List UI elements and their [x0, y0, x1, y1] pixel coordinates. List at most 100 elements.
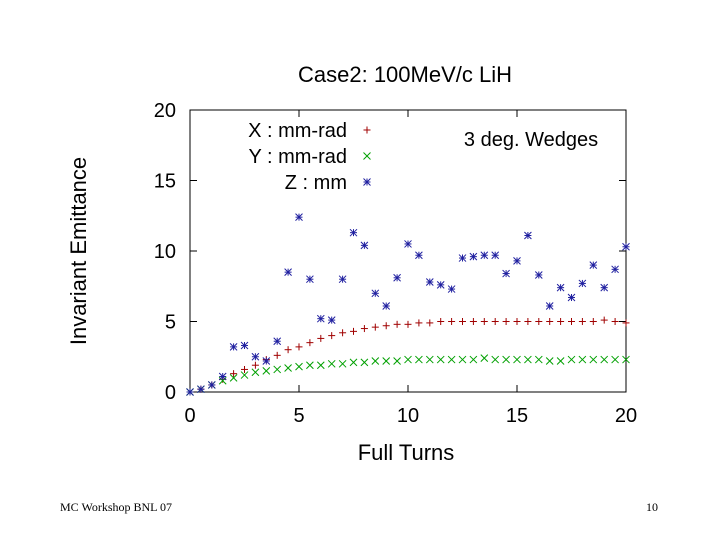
x-emittance-point [306, 339, 314, 347]
x-tick-label: 15 [506, 405, 528, 427]
z-emittance-point [415, 251, 423, 260]
y-emittance-point [327, 359, 336, 368]
y-emittance-point [404, 355, 412, 364]
x-emittance-point [317, 334, 325, 342]
x-tick-label: 10 [397, 405, 419, 427]
z-emittance-point [316, 314, 325, 323]
y-axis-label: Invariant Emittance [66, 157, 91, 345]
z-emittance-point [502, 269, 510, 278]
y-emittance-point [316, 361, 325, 370]
x-emittance-point [513, 318, 521, 325]
footer-workshop-label: MC Workshop BNL 07 [60, 500, 173, 514]
legend-marker [363, 126, 371, 134]
y-emittance-point [534, 355, 543, 364]
x-emittance-point [273, 351, 281, 359]
y-emittance-point [447, 355, 456, 364]
x-emittance-point [284, 346, 292, 354]
y-emittance-point [567, 355, 576, 364]
y-emittance-point [229, 374, 238, 382]
x-emittance-point [622, 319, 630, 327]
footer-page-number: 10 [646, 500, 658, 514]
y-emittance-point [556, 357, 565, 365]
z-emittance-point [229, 343, 238, 351]
legend-label: Z : mm [285, 172, 347, 194]
y-emittance-point [480, 354, 489, 363]
y-emittance-point [240, 371, 249, 379]
y-emittance-point [393, 357, 401, 365]
x-emittance-point [241, 365, 248, 373]
z-emittance-point [556, 283, 565, 292]
y-emittance-point [513, 355, 521, 364]
z-emittance-point [480, 251, 489, 260]
y-emittance-point [382, 357, 391, 365]
x-emittance-point [426, 319, 434, 327]
x-emittance-point [459, 318, 466, 325]
z-emittance-point [611, 265, 619, 274]
z-emittance-point [371, 289, 380, 298]
x-emittance-point [339, 329, 347, 337]
x-emittance-point [371, 323, 379, 331]
x-emittance-point [295, 343, 303, 351]
y-emittance-point [295, 362, 303, 371]
x-emittance-point [382, 322, 390, 330]
z-emittance-point [306, 275, 314, 284]
legend-label: X : mm-rad [248, 120, 347, 142]
x-emittance-point [448, 318, 456, 325]
x-emittance-point [546, 318, 554, 325]
z-emittance-point [534, 271, 543, 279]
y-emittance-point [611, 355, 619, 364]
z-emittance-point [295, 213, 303, 222]
axis-ticks [189, 109, 627, 393]
z-emittance-point [622, 242, 630, 251]
z-emittance-point [524, 231, 532, 240]
x-emittance-point [535, 318, 543, 325]
z-emittance-point [447, 285, 456, 293]
z-emittance-point [425, 278, 434, 286]
y-emittance-point [360, 358, 369, 367]
x-emittance-point [350, 327, 357, 335]
z-emittance-point [338, 275, 347, 284]
z-emittance-point [567, 293, 576, 302]
z-emittance-point [327, 316, 336, 324]
x-axis-label: Full Turns [358, 440, 455, 465]
data-marks [186, 213, 630, 396]
y-emittance-point [284, 364, 292, 372]
x-emittance-point [360, 325, 368, 333]
x-tick-label: 0 [184, 405, 195, 427]
z-emittance-point [578, 279, 587, 288]
x-emittance-point [491, 318, 499, 325]
z-emittance-point [382, 302, 391, 310]
y-emittance-point [415, 355, 423, 364]
x-emittance-point [578, 318, 586, 325]
chart-title: Case2: 100MeV/c LiH [298, 62, 512, 87]
z-emittance-point [218, 372, 227, 381]
z-emittance-point [458, 254, 467, 262]
x-emittance-point [328, 332, 336, 340]
x-tick-label: 20 [615, 405, 637, 427]
x-emittance-point [589, 318, 597, 325]
z-emittance-point [513, 257, 521, 265]
x-emittance-point [404, 320, 412, 328]
x-emittance-point [230, 370, 238, 378]
legend-marker [363, 178, 371, 186]
y-emittance-point [524, 355, 532, 364]
legend-label: Y : mm-rad [248, 146, 347, 168]
z-emittance-point [349, 228, 358, 237]
wedge-annotation: 3 deg. Wedges [464, 129, 598, 151]
axis-tick-labels: 0 5 10 15 20 0 5 10 15 20 [154, 100, 637, 427]
x-emittance-point [251, 361, 259, 369]
x-emittance-point [393, 320, 401, 328]
z-emittance-point [436, 280, 445, 289]
y-emittance-point [458, 355, 467, 364]
z-emittance-point [589, 261, 598, 269]
z-emittance-point [469, 252, 478, 261]
y-emittance-point [338, 359, 347, 368]
x-tick-label: 5 [293, 405, 304, 427]
x-emittance-point [557, 318, 565, 325]
x-emittance-point [469, 318, 477, 325]
y-emittance-point [273, 365, 282, 374]
y-emittance-point [545, 357, 554, 365]
x-emittance-point [437, 318, 445, 325]
z-emittance-point [491, 251, 500, 260]
